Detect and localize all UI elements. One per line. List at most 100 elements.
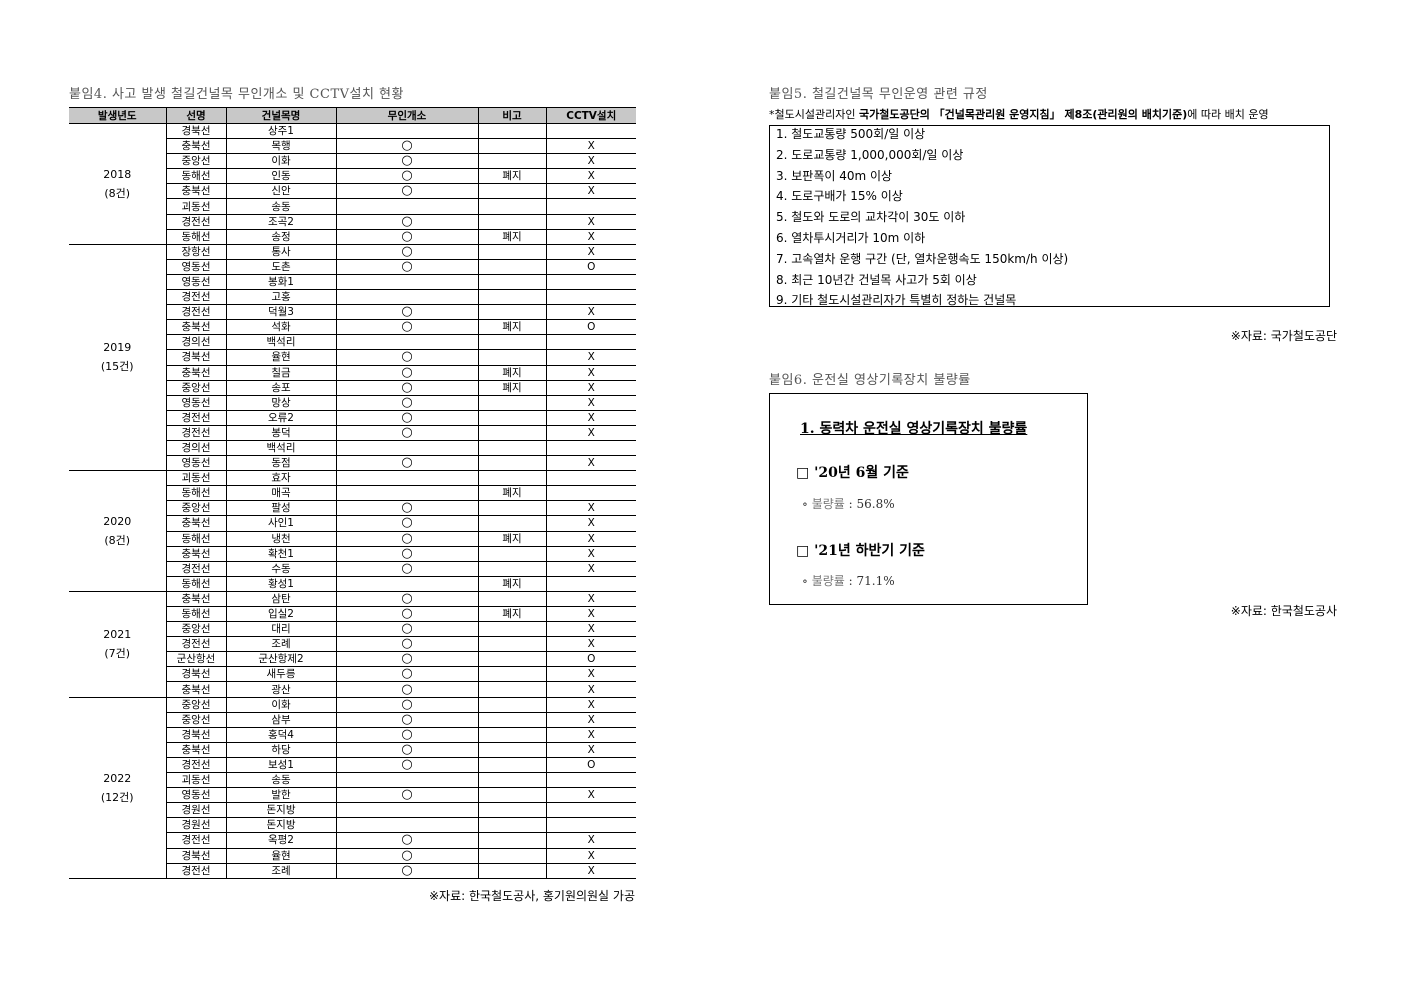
note-cell bbox=[477, 832, 546, 849]
line-cell: 경전선 bbox=[165, 289, 226, 306]
note-cell: 폐지 bbox=[477, 576, 546, 592]
unmanned-cell bbox=[335, 576, 478, 592]
table-row: 경전선 보성1 ○ O bbox=[69, 757, 636, 774]
cctv-cell bbox=[545, 817, 636, 834]
line-cell: 경북선 bbox=[165, 848, 226, 864]
year-count: (12건) bbox=[100, 790, 134, 804]
crossing-cell: 냉천 bbox=[225, 531, 336, 547]
crossing-cell: 발한 bbox=[225, 787, 336, 804]
crossing-cell: 황성1 bbox=[225, 576, 336, 592]
unmanned-cell: ○ bbox=[335, 666, 478, 683]
cctv-cell: X bbox=[545, 214, 636, 230]
unmanned-cell bbox=[335, 289, 478, 306]
note-cell bbox=[477, 621, 546, 638]
cctv-cell: X bbox=[545, 727, 636, 743]
crossing-cell: 오류2 bbox=[225, 410, 336, 426]
note-cell bbox=[477, 757, 546, 774]
value: : 56.8% bbox=[848, 497, 895, 511]
cctv-cell bbox=[545, 289, 636, 306]
criteria-item: 3. 보판폭이 40m 이상 bbox=[776, 168, 893, 183]
cctv-cell: X bbox=[545, 229, 636, 245]
crossing-cell: 망상 bbox=[225, 395, 336, 411]
crossing-cell: 고홍 bbox=[225, 289, 336, 306]
note-cell bbox=[477, 289, 546, 306]
cctv-cell: X bbox=[545, 681, 636, 698]
crossing-cell: 돈지방 bbox=[225, 802, 336, 819]
table-row: 충북선 석화 ○ 폐지 O bbox=[69, 319, 636, 336]
note-cell bbox=[477, 410, 546, 426]
note-cell bbox=[477, 244, 546, 260]
note-cell bbox=[477, 214, 546, 230]
cctv-cell: X bbox=[545, 636, 636, 653]
cctv-cell: X bbox=[545, 349, 636, 366]
note-cell bbox=[477, 198, 546, 215]
crossing-cell: 송포 bbox=[225, 380, 336, 396]
cctv-cell: X bbox=[545, 380, 636, 396]
cctv-cell: X bbox=[545, 531, 636, 547]
crossing-cell: 조례 bbox=[225, 863, 336, 879]
table-row: 중앙선 삼부 ○ X bbox=[69, 712, 636, 728]
table-row: 동해선 냉천 ○ 폐지 X bbox=[69, 531, 636, 547]
cctv-cell: X bbox=[545, 455, 636, 472]
note-cell bbox=[477, 304, 546, 321]
crossing-cell: 대리 bbox=[225, 621, 336, 638]
crossing-cell: 돈지방 bbox=[225, 817, 336, 834]
note-bold: 국가철도공단의 「건널목관리원 운영지침」 제8조(관리원의 배치기준) bbox=[858, 108, 1188, 121]
line-cell: 경전선 bbox=[165, 425, 226, 441]
cctv-cell: X bbox=[545, 168, 636, 185]
line-cell: 충북선 bbox=[165, 365, 226, 381]
unmanned-cell bbox=[335, 440, 478, 457]
note-cell bbox=[477, 123, 546, 140]
unmanned-cell: ○ bbox=[335, 621, 478, 638]
line-cell: 영동선 bbox=[165, 787, 226, 804]
cctv-cell: X bbox=[545, 546, 636, 562]
line-cell: 경북선 bbox=[165, 727, 226, 743]
line-cell: 괴동선 bbox=[165, 198, 226, 215]
note-cell bbox=[477, 561, 546, 577]
year-label: 2018 bbox=[103, 167, 132, 181]
line-cell: 동해선 bbox=[165, 229, 226, 245]
table-row: 경전선 수동 ○ X bbox=[69, 561, 636, 577]
criteria-item: 1. 철도교통량 500회/일 이상 bbox=[776, 127, 926, 141]
header-line: 선명 bbox=[165, 107, 226, 124]
note-cell bbox=[477, 802, 546, 819]
cctv-cell: X bbox=[545, 304, 636, 321]
table-row: 경전선 덕월3 ○ X bbox=[69, 304, 636, 321]
criteria-box: 1. 철도교통량 500회/일 이상 2. 도로교통량 1,000,000회/일… bbox=[769, 125, 1330, 307]
crossing-cell: 칠금 bbox=[225, 365, 336, 381]
cctv-cell: X bbox=[545, 561, 636, 577]
cctv-cell bbox=[545, 198, 636, 215]
table-row: 충북선 하당 ○ X bbox=[69, 742, 636, 758]
unmanned-cell bbox=[335, 198, 478, 215]
year-cell: 2022 (12건) bbox=[69, 697, 166, 879]
header-cctv: CCTV설치 bbox=[545, 107, 636, 124]
crossing-cell: 광산 bbox=[225, 681, 336, 698]
defect-value: ∘ 불량률 : 56.8% bbox=[802, 495, 895, 512]
note-cell bbox=[477, 651, 546, 668]
line-cell: 경전선 bbox=[165, 832, 226, 849]
unmanned-cell: ○ bbox=[335, 244, 478, 260]
line-cell: 중앙선 bbox=[165, 153, 226, 170]
year-count: (15건) bbox=[100, 360, 134, 374]
table-row: 경전선 오류2 ○ X bbox=[69, 410, 636, 426]
unmanned-cell bbox=[335, 817, 478, 834]
crossing-cell: 백석리 bbox=[225, 334, 336, 351]
unmanned-cell bbox=[335, 123, 478, 140]
crossing-status-table: 발생년도 선명 건널목명 무인개소 비고 CCTV설치 2018 (8건) 경북선 상… bbox=[69, 107, 636, 879]
note-cell bbox=[477, 470, 546, 487]
note-cell bbox=[477, 742, 546, 758]
value-label: 불량률 bbox=[811, 497, 845, 511]
unmanned-cell: ○ bbox=[335, 531, 478, 547]
table-row: 경전선 옥평2 ○ X bbox=[69, 832, 636, 849]
table-row: 영동선 봉화1 bbox=[69, 274, 636, 291]
cctv-cell: O bbox=[545, 757, 636, 774]
line-cell: 동해선 bbox=[165, 485, 226, 502]
line-cell: 경전선 bbox=[165, 304, 226, 321]
table-row: 경원선 돈지방 bbox=[69, 817, 636, 834]
crossing-cell: 군산항제2 bbox=[225, 651, 336, 668]
line-cell: 영동선 bbox=[165, 395, 226, 411]
unmanned-cell: ○ bbox=[335, 591, 478, 608]
unmanned-cell: ○ bbox=[335, 168, 478, 185]
unmanned-cell bbox=[335, 802, 478, 819]
unmanned-cell: ○ bbox=[335, 500, 478, 517]
